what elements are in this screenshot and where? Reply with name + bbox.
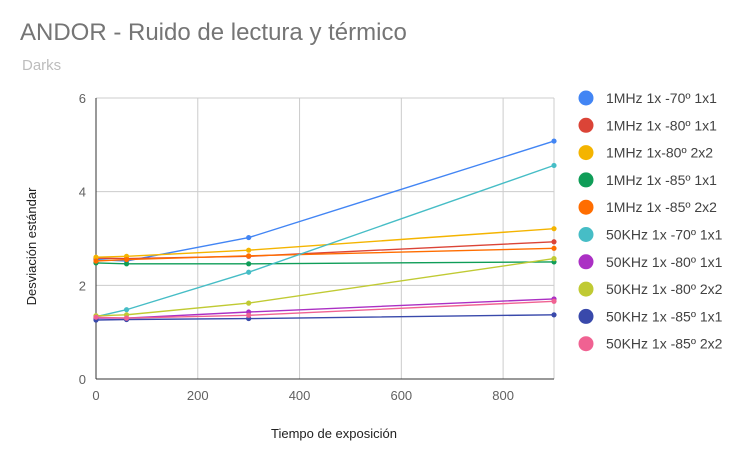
legend-swatch xyxy=(578,145,594,161)
data-point xyxy=(123,256,130,263)
series-line xyxy=(95,228,555,258)
data-point xyxy=(246,247,252,253)
x-tick-label: 400 xyxy=(289,388,311,403)
legend-item[interactable]: 50KHz 1x -85º 2x2 xyxy=(578,336,723,352)
series-4 xyxy=(93,245,557,264)
data-point xyxy=(123,315,130,321)
data-point xyxy=(246,312,252,318)
data-point xyxy=(551,256,557,262)
data-point xyxy=(246,253,252,259)
data-point xyxy=(551,298,557,304)
series-line xyxy=(95,140,555,262)
series-line xyxy=(95,314,555,321)
legend-label: 50KHz 1x -85º 2x2 xyxy=(606,336,723,352)
legend[interactable]: 1MHz 1x -70º 1x1 1MHz 1x -80º 1x1 1MHz 1x-… xyxy=(578,90,723,352)
legend-item[interactable]: 1MHz 1x -80º 1x1 xyxy=(578,117,718,133)
legend-swatch xyxy=(578,172,594,188)
data-point xyxy=(123,307,130,313)
series-line xyxy=(95,164,555,318)
data-point xyxy=(551,245,557,251)
x-tick-label: 800 xyxy=(492,388,514,403)
data-point xyxy=(246,261,252,267)
y-tick-label: 0 xyxy=(79,372,86,387)
legend-label: 50KHz 1x -70º 1x1 xyxy=(606,227,723,243)
series-line xyxy=(95,261,555,265)
legend-label: 1MHz 1x -85º 2x2 xyxy=(606,199,717,215)
legend-item[interactable]: 50KHz 1x -80º 1x1 xyxy=(578,254,723,270)
x-tick-label: 600 xyxy=(390,388,412,403)
y-tick-label: 2 xyxy=(79,278,86,293)
legend-item[interactable]: 1MHz 1x-80º 2x2 xyxy=(578,145,714,161)
data-point xyxy=(551,162,557,169)
series-2 xyxy=(93,226,557,260)
series-3 xyxy=(93,259,557,267)
data-point xyxy=(123,261,130,267)
legend-label: 50KHz 1x -80º 1x1 xyxy=(606,254,723,270)
legend-swatch xyxy=(578,199,594,215)
chart-subtitle: Darks xyxy=(22,57,62,74)
series-9 xyxy=(93,298,557,321)
data-point xyxy=(551,312,557,318)
legend-label: 1MHz 1x -70º 1x1 xyxy=(606,90,717,106)
series-line xyxy=(95,300,555,319)
data-point xyxy=(551,226,557,232)
gridlines xyxy=(96,97,555,379)
axes xyxy=(95,98,554,380)
legend-label: 1MHz 1x -85º 1x1 xyxy=(606,172,717,188)
x-tick-label: 0 xyxy=(92,388,99,403)
legend-item[interactable]: 50KHz 1x -80º 2x2 xyxy=(578,281,723,297)
legend-swatch xyxy=(578,336,594,352)
series-line xyxy=(95,247,555,262)
y-tick-label: 4 xyxy=(79,185,86,200)
legend-item[interactable]: 1MHz 1x -70º 1x1 xyxy=(578,90,718,106)
x-tick-label: 200 xyxy=(187,388,209,403)
legend-swatch xyxy=(578,308,594,324)
series-line xyxy=(95,257,555,317)
legend-label: 1MHz 1x -80º 1x1 xyxy=(606,117,717,133)
legend-swatch xyxy=(578,254,594,270)
data-point xyxy=(93,254,99,260)
legend-swatch xyxy=(578,281,594,297)
legend-item[interactable]: 1MHz 1x -85º 1x1 xyxy=(578,172,718,188)
data-point xyxy=(93,314,99,320)
data-point xyxy=(246,300,252,306)
data-point xyxy=(551,239,557,245)
legend-label: 50KHz 1x -80º 2x2 xyxy=(606,281,723,297)
legend-label: 1MHz 1x-80º 2x2 xyxy=(606,145,713,161)
legend-item[interactable]: 50KHz 1x -85º 1x1 xyxy=(578,308,723,324)
series-lines xyxy=(93,138,557,323)
legend-label: 50KHz 1x -85º 1x1 xyxy=(606,308,723,324)
y-axis-title: Desviación estándar xyxy=(24,187,39,305)
series-5 xyxy=(93,162,557,320)
data-point xyxy=(551,138,557,144)
legend-item[interactable]: 50KHz 1x -70º 1x1 xyxy=(578,227,723,243)
legend-swatch xyxy=(578,90,594,106)
y-tick-label: 6 xyxy=(79,91,86,106)
x-axis-title: Tiempo de exposición xyxy=(271,426,397,441)
legend-item[interactable]: 1MHz 1x -85º 2x2 xyxy=(578,199,718,215)
chart-title: ANDOR - Ruido de lectura y térmico xyxy=(20,19,407,46)
data-point xyxy=(246,234,252,241)
data-point xyxy=(246,269,252,275)
legend-swatch xyxy=(578,227,594,242)
tick-labels: 0 2 4 6 0 200 400 600 800 xyxy=(79,91,514,403)
data-point xyxy=(93,258,99,264)
legend-swatch xyxy=(578,117,594,133)
